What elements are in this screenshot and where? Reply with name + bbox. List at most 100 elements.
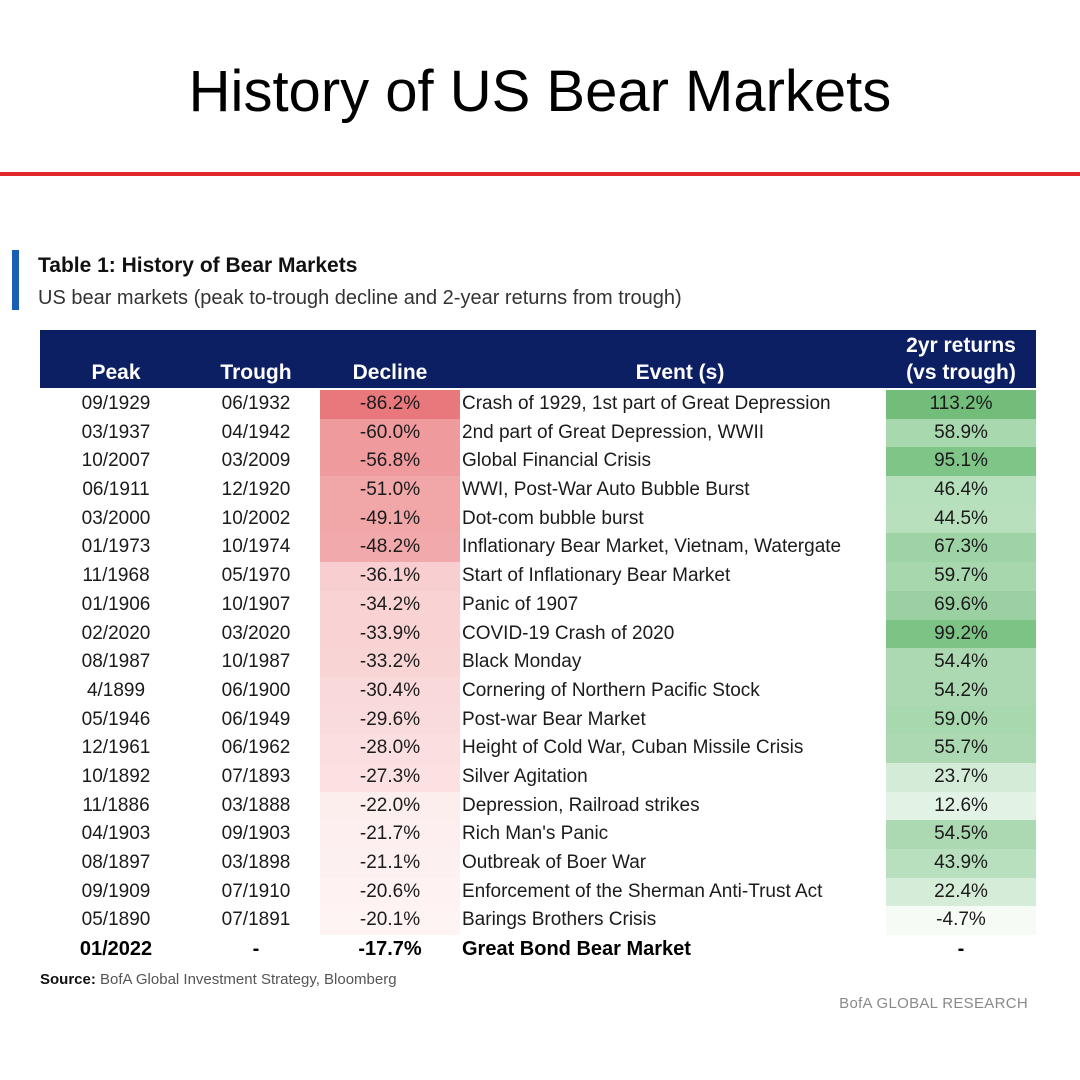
returns-cell: 22.4% <box>886 877 1036 907</box>
table-subtitle: US bear markets (peak to-trough decline … <box>38 287 682 309</box>
peak-cell: 02/2020 <box>81 622 151 644</box>
table-row: 06/1911 12/1920 -51.0% WWI, Post-War Auto B… <box>40 476 1040 505</box>
trough-cell: 06/1962 <box>221 737 291 759</box>
decline-cell: -29.6% <box>320 705 460 735</box>
trough-cell: 03/2020 <box>221 622 291 644</box>
table-accent-bar <box>12 250 19 310</box>
decline-cell: -34.2% <box>320 590 460 620</box>
peak-cell: 01/2022 <box>79 938 153 961</box>
trough-cell: 12/1920 <box>221 479 291 501</box>
header-peak: Peak <box>91 361 141 384</box>
table-row: 05/1890 07/1891 -20.1% Barings Brothers Cri… <box>40 906 1040 936</box>
event-cell: Great Bond Bear Market <box>462 938 691 961</box>
trough-cell: 10/1987 <box>221 651 291 673</box>
peak-cell: 4/1899 <box>86 679 146 701</box>
table-header <box>40 330 1036 388</box>
returns-cell: 67.3% <box>886 533 1036 563</box>
decline-cell: -22.0% <box>320 791 460 821</box>
table-row: 10/2007 03/2009 -56.8% Global Financial Cri… <box>40 447 1040 477</box>
event-cell: Crash of 1929, 1st part of Great Depress… <box>462 393 831 414</box>
event-cell: Start of Inflationary Bear Market <box>462 565 731 587</box>
decline-cell: -30.4% <box>320 676 460 706</box>
peak-cell: 01/1906 <box>81 593 151 615</box>
peak-cell: 09/1909 <box>81 880 151 902</box>
peak-cell: 04/1903 <box>81 823 151 845</box>
peak-cell: 10/2007 <box>81 450 151 472</box>
peak-cell: 03/2000 <box>81 507 151 529</box>
table-row: 08/1897 03/1898 -21.1% Outbreak of Boer War… <box>40 849 1040 878</box>
decline-cell: -86.2% <box>320 390 460 419</box>
returns-cell: 54.5% <box>886 820 1036 849</box>
event-cell: 2nd part of Great Depression, WWII <box>462 421 765 443</box>
trough-cell: 03/1898 <box>221 852 291 873</box>
event-cell: Black Monday <box>462 651 582 673</box>
trough-cell: 07/1910 <box>221 880 291 902</box>
returns-cell: 99.2% <box>886 619 1036 649</box>
returns-cell: 23.7% <box>886 762 1036 792</box>
event-cell: WWI, Post-War Auto Bubble Burst <box>462 479 750 501</box>
table-row: 01/2022 - -17.7% Great Bond Bear Market - <box>40 935 1040 964</box>
decline-cell: -49.1% <box>320 504 460 534</box>
returns-cell: 95.1% <box>886 447 1036 477</box>
decline-cell: -48.2% <box>320 533 460 563</box>
table-row: 10/1892 07/1893 -27.3% Silver Agitation 23.7… <box>40 762 1040 792</box>
table-row: 05/1946 06/1949 -29.6% Post-war Bear Market… <box>40 705 1040 735</box>
table-row: 11/1886 03/1888 -22.0% Depression, Railroad… <box>40 791 1040 821</box>
peak-cell: 12/1961 <box>81 737 151 759</box>
header-returns-line2: (vs trough) <box>906 361 1016 384</box>
event-cell: Global Financial Crisis <box>462 450 652 472</box>
event-cell: Panic of 1907 <box>462 593 579 615</box>
returns-cell: 58.9% <box>886 418 1036 448</box>
peak-cell: 05/1946 <box>81 708 151 730</box>
returns-cell: 46.4% <box>886 476 1036 505</box>
table-row: 08/1987 10/1987 -33.2% Black Monday 54.4% <box>40 648 1040 677</box>
returns-cell: 43.9% <box>886 849 1036 878</box>
trough-cell: 03/1888 <box>221 794 291 816</box>
peak-cell: 06/1911 <box>82 479 150 501</box>
returns-cell: 44.5% <box>886 504 1036 534</box>
peak-cell: 11/1886 <box>82 794 150 816</box>
decline-cell: -56.8% <box>320 447 460 477</box>
decline-cell: -28.0% <box>320 734 460 763</box>
table-row: 12/1961 06/1962 -28.0% Height of Cold War, … <box>40 734 1040 763</box>
table-row: 09/1929 06/1932 -86.2% Crash of 1929, 1st p… <box>40 390 1040 419</box>
table-row: 11/1968 05/1970 -36.1% Start of Inflationar… <box>40 562 1040 591</box>
peak-cell: 03/1937 <box>81 421 151 443</box>
trough-cell: 10/2002 <box>221 507 291 529</box>
peak-cell: 01/1973 <box>81 536 151 558</box>
trough-cell: 04/1942 <box>221 421 291 443</box>
trough-cell: 05/1970 <box>221 565 291 587</box>
event-cell: Cornering of Northern Pacific Stock <box>462 679 760 701</box>
table-row: 01/1973 10/1974 -48.2% Inflationary Bear Ma… <box>40 533 1040 563</box>
returns-cell: 69.6% <box>886 590 1036 620</box>
event-cell: Barings Brothers Crisis <box>462 909 657 931</box>
trough-cell: - <box>252 938 260 961</box>
peak-cell: 09/1929 <box>81 393 151 414</box>
title-divider <box>0 172 1080 176</box>
decline-cell: -17.7% <box>358 938 422 961</box>
page-title: History of US Bear Markets <box>188 59 892 124</box>
peak-cell: 11/1968 <box>82 565 150 587</box>
trough-cell: 10/1974 <box>221 536 291 558</box>
returns-cell: 113.2% <box>886 390 1036 419</box>
source-label: Source: <box>40 971 96 988</box>
returns-cell: 12.6% <box>886 791 1036 821</box>
table-title: Table 1: History of Bear Markets <box>38 254 358 277</box>
peak-cell: 08/1987 <box>81 651 151 673</box>
event-cell: Silver Agitation <box>462 765 588 787</box>
decline-cell: -21.7% <box>320 820 460 849</box>
trough-cell: 06/1949 <box>221 708 291 730</box>
returns-cell: 54.2% <box>886 676 1036 706</box>
event-cell: Inflationary Bear Market, Vietnam, Water… <box>462 536 842 558</box>
peak-cell: 08/1897 <box>81 852 151 873</box>
table-row: 03/2000 10/2002 -49.1% Dot-com bubble burst… <box>40 504 1040 534</box>
table-row: 02/2020 03/2020 -33.9% COVID-19 Crash of 20… <box>40 619 1040 649</box>
returns-cell: 59.7% <box>886 562 1036 591</box>
table-row: 01/1906 10/1907 -34.2% Panic of 1907 69.6% <box>40 590 1040 620</box>
table-row: 04/1903 09/1903 -21.7% Rich Man's Panic 54.5… <box>40 820 1040 849</box>
brand-footer: BofA GLOBAL RESEARCH <box>839 995 1028 1012</box>
decline-cell: -20.6% <box>320 877 460 907</box>
header-returns-line1: 2yr returns <box>906 334 1016 357</box>
event-cell: Rich Man's Panic <box>462 823 609 845</box>
trough-cell: 03/2009 <box>221 450 291 472</box>
